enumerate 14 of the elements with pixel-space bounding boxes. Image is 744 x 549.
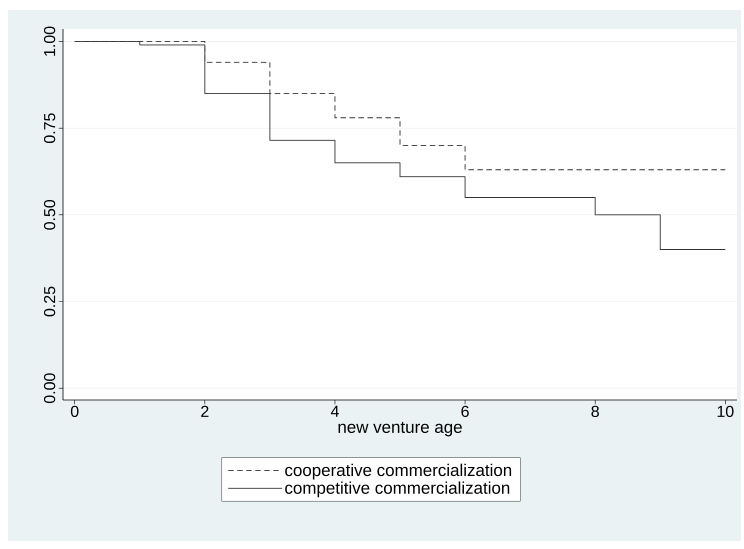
x-axis-title: new venture age (338, 422, 462, 436)
x-tick-label: 4 (330, 406, 339, 417)
x-tick-label: 8 (591, 406, 599, 418)
x-tick-label: 0 (70, 406, 79, 418)
y-tick-label: 0.75 (44, 113, 56, 144)
y-tick-label: 0.00 (44, 373, 56, 404)
y-tick-label: 0.50 (44, 200, 56, 230)
y-tick-label: 0.25 (44, 286, 56, 316)
y-tick-label: 1.00 (44, 26, 56, 56)
legend-label: cooperative commercialization (285, 464, 512, 480)
legend-label: competitive commercialization (285, 481, 510, 498)
x-tick-label: 10 (718, 406, 734, 418)
x-tick-label: 6 (461, 406, 469, 418)
x-tick-label: 2 (201, 406, 208, 417)
